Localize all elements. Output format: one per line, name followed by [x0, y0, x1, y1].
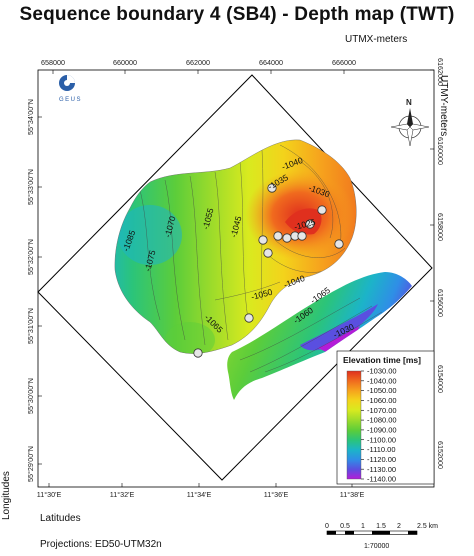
legend-entry: -1060.00	[367, 396, 397, 405]
utm-x-tick-label: 660000	[113, 58, 137, 67]
geus-logo: GEUS	[59, 75, 82, 103]
geo-x-tick-label: 11°36'E	[264, 490, 289, 499]
scale-bar: 0 0.5 1 1.5 2 2.5 km 1:70000	[325, 523, 438, 550]
legend-entry: -1070.00	[367, 406, 397, 415]
utm-x-tick-label: 662000	[186, 58, 210, 67]
scale-label: 2	[397, 523, 401, 530]
legend-entry: -1100.00	[367, 435, 396, 444]
well-marker	[244, 313, 254, 323]
north-arrow-icon: N	[390, 98, 430, 147]
projection-text: Projections: ED50-UTM32n	[40, 539, 162, 550]
well-marker	[305, 219, 315, 229]
utm-y-tick-label: 6160000	[436, 137, 445, 165]
well-marker	[282, 233, 292, 243]
well-marker	[334, 239, 344, 249]
scale-label: 2.5 km	[417, 523, 438, 530]
south-contours	[239, 297, 383, 373]
legend-title: Elevation time [ms]	[343, 355, 421, 365]
geo-x-tick-label: 11°38'E	[340, 490, 365, 499]
scale-label: 0.5	[340, 523, 350, 530]
survey-outline	[37, 74, 433, 481]
geo-x-tick-label: 11°30'E	[37, 490, 62, 499]
legend-entry: -1140.00	[367, 475, 396, 484]
legend: Elevation time [ms] -1030.00-1040.00-105…	[336, 350, 435, 485]
legend-entry: -1030.00	[367, 367, 397, 376]
well-marker	[263, 248, 273, 258]
legend-entry: -1110.00	[367, 445, 396, 454]
well-markers	[193, 183, 344, 358]
geo-x-axis-title: Latitudes	[40, 513, 81, 524]
north-arrow-label: N	[406, 98, 412, 107]
utm-x-tick-label: 658000	[41, 58, 65, 67]
legend-entry: -1040.00	[367, 376, 397, 385]
well-marker	[267, 183, 277, 193]
scale-label: 1	[361, 523, 365, 530]
map-title: Sequence boundary 4 (SB4) - Depth map (T…	[19, 4, 455, 25]
geo-y-tick-label: 55°32'00"N	[26, 239, 35, 275]
utm-y-tick-label: 6158000	[436, 213, 445, 241]
legend-entry: -1130.00	[367, 465, 396, 474]
well-marker	[258, 235, 268, 245]
utm-x-axis-title: UTMX-meters	[345, 34, 408, 45]
utm-y-tick-label: 6156000	[436, 289, 445, 317]
legend-entry: -1080.00	[367, 416, 397, 425]
utm-x-tick-label: 666000	[332, 58, 356, 67]
legend-entry: -1090.00	[367, 426, 397, 435]
scale-label: 0	[325, 523, 329, 530]
utm-x-ticks: 658000 660000 662000 664000 666000	[41, 58, 356, 74]
legend-entries: -1030.00-1040.00-1050.00-1060.00-1070.00…	[361, 367, 397, 484]
map-frame	[37, 69, 435, 488]
well-marker	[193, 348, 203, 358]
geo-x-tick-label: 11°34'E	[187, 490, 212, 499]
geo-y-tick-label: 55°30'00"N	[26, 378, 35, 414]
geo-y-tick-label: 55°34'00"N	[26, 99, 35, 135]
well-marker	[273, 231, 283, 241]
legend-entry: -1120.00	[367, 455, 396, 464]
well-marker	[317, 205, 327, 215]
utm-y-tick-label: 6152000	[436, 441, 445, 469]
well-marker	[297, 231, 307, 241]
north-outline	[114, 139, 357, 354]
geo-x-ticks: 11°30'E 11°32'E 11°34'E 11°36'E 11°38'E	[37, 483, 365, 499]
geo-y-tick-label: 55°33'00"N	[26, 169, 35, 205]
geo-x-tick-label: 11°32'E	[110, 490, 135, 499]
geo-y-ticks: 55°34'00"N 55°33'00"N 55°32'00"N 55°31'00"N…	[26, 99, 42, 482]
scale-ratio: 1:70000	[364, 543, 389, 550]
geus-logo-text: GEUS	[59, 97, 82, 103]
utm-y-tick-label: 6162000	[436, 58, 445, 86]
geo-y-tick-label: 55°29'00"N	[26, 446, 35, 482]
utm-x-tick-label: 664000	[259, 58, 283, 67]
geo-y-tick-label: 55°31'00"N	[26, 308, 35, 344]
legend-color-ramp	[346, 370, 362, 480]
utm-y-tick-label: 6154000	[436, 365, 445, 393]
legend-entry: -1050.00	[367, 386, 397, 395]
scale-label: 1.5	[376, 523, 386, 530]
